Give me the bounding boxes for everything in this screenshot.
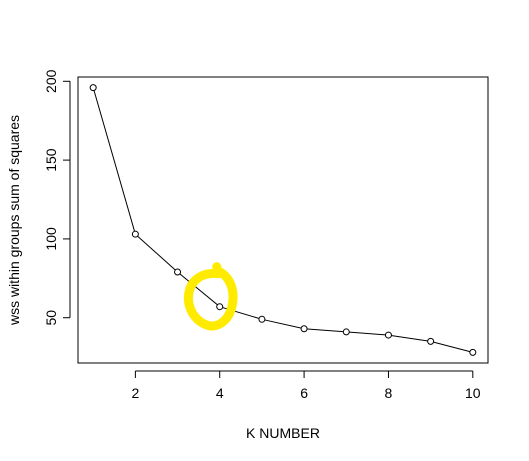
data-point xyxy=(342,328,350,336)
data-point xyxy=(174,268,182,276)
data-point xyxy=(131,230,139,238)
data-point xyxy=(427,337,435,345)
x-tick-label: 2 xyxy=(131,385,139,401)
data-points xyxy=(89,84,477,356)
x-tick-label: 10 xyxy=(465,385,481,401)
y-tick-label: 200 xyxy=(43,69,59,93)
data-point xyxy=(89,84,97,92)
x-axis: 2 4 6 8 10 xyxy=(131,370,481,401)
plot-frame xyxy=(77,76,489,364)
data-point xyxy=(216,303,224,311)
y-axis-title: wss within groups sum of squares xyxy=(6,115,22,326)
data-point xyxy=(384,331,392,339)
data-point xyxy=(469,348,477,356)
x-axis-title: K NUMBER xyxy=(246,425,320,441)
y-tick-label: 100 xyxy=(43,227,59,251)
data-point xyxy=(258,315,266,323)
x-tick-label: 6 xyxy=(300,385,308,401)
y-axis: 50 100 150 200 xyxy=(43,69,71,326)
x-tick-label: 8 xyxy=(385,385,393,401)
series-line xyxy=(92,87,473,353)
y-tick-label: 150 xyxy=(43,148,59,172)
data-point xyxy=(300,325,308,333)
x-tick-label: 4 xyxy=(216,385,224,401)
highlight-annotation xyxy=(183,262,238,331)
y-tick-label: 50 xyxy=(43,310,59,326)
